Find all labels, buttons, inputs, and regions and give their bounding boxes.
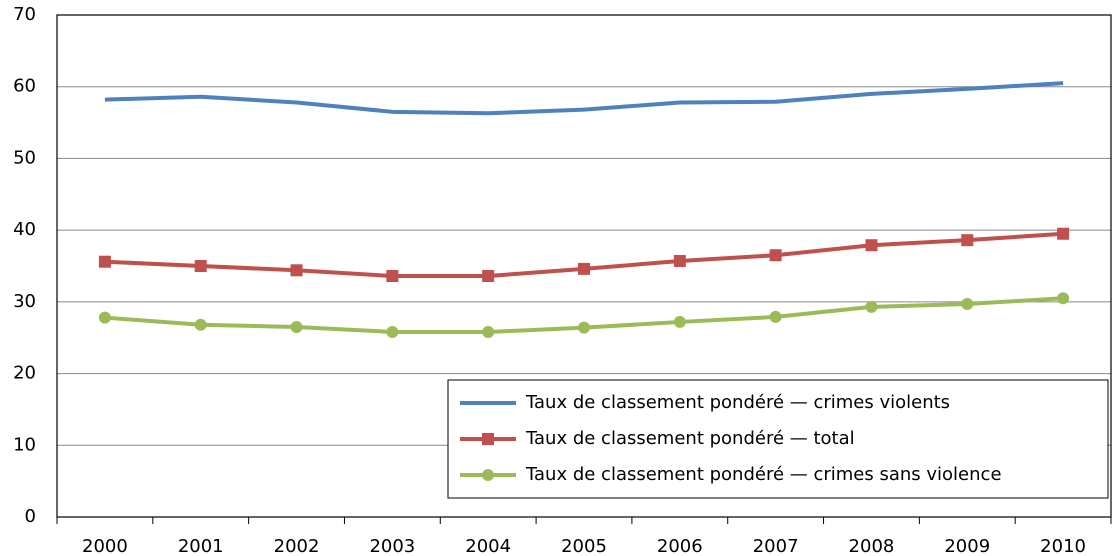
marker <box>482 270 495 283</box>
y-tick-label: 30 <box>13 291 36 312</box>
x-tick-label: 2002 <box>274 536 320 556</box>
y-tick-label: 0 <box>25 506 36 527</box>
marker <box>578 321 590 334</box>
marker <box>194 318 207 331</box>
marker <box>482 325 495 338</box>
x-tick-label: 2004 <box>465 536 511 556</box>
marker <box>1057 227 1070 240</box>
x-tick-label: 2007 <box>753 536 799 556</box>
marker <box>98 311 111 324</box>
marker <box>386 325 399 338</box>
marker <box>961 298 974 311</box>
marker <box>194 260 207 272</box>
x-tick-label: 2008 <box>849 536 895 556</box>
y-tick-label: 60 <box>13 76 36 97</box>
marker <box>482 469 494 481</box>
marker <box>673 315 686 328</box>
x-tick-label: 2000 <box>82 536 128 556</box>
series-line <box>104 81 1064 116</box>
x-tick-label: 2001 <box>178 536 224 556</box>
marker <box>386 270 399 283</box>
x-tick-label: 2006 <box>657 536 703 556</box>
legend-label: Taux de classement pondéré — crimes viol… <box>525 392 950 413</box>
x-tick-label: 2010 <box>1040 536 1086 556</box>
y-tick-label: 40 <box>13 219 36 240</box>
marker <box>290 264 303 277</box>
legend-label: Taux de classement pondéré — crimes sans… <box>525 464 1002 485</box>
marker <box>482 433 494 445</box>
marker <box>769 310 782 323</box>
x-tick-label: 2005 <box>561 536 607 556</box>
marker <box>98 255 111 268</box>
marker <box>673 254 686 267</box>
y-tick-label: 20 <box>13 363 36 384</box>
y-tick-label: 10 <box>13 434 36 455</box>
x-tick-label: 2009 <box>944 536 990 556</box>
legend <box>447 379 1109 499</box>
y-tick-label: 70 <box>13 4 36 25</box>
marker <box>865 239 878 252</box>
marker <box>578 262 590 275</box>
marker <box>961 234 974 247</box>
plot-border <box>56 14 1112 518</box>
marker <box>865 300 878 313</box>
marker <box>290 320 303 333</box>
marker <box>1057 292 1070 305</box>
legend-label: Taux de classement pondéré — total <box>525 428 855 449</box>
y-tick-label: 50 <box>13 147 36 168</box>
x-tick-label: 2003 <box>369 536 415 556</box>
marker <box>769 249 782 262</box>
